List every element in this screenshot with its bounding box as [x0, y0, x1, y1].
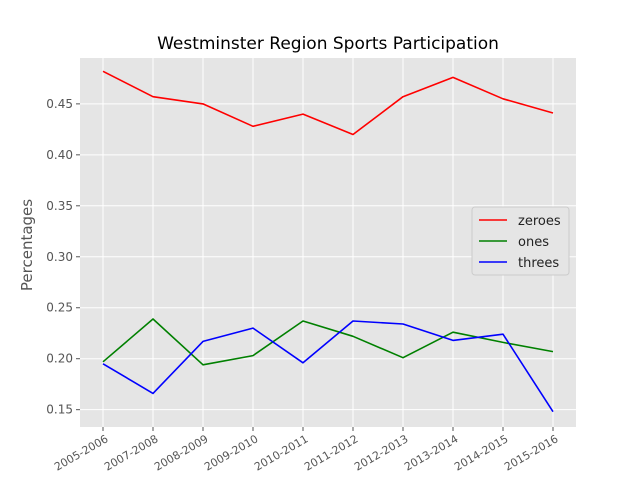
x-tick-label: 2009-2010	[202, 432, 260, 473]
legend: zeroes ones threes	[471, 206, 570, 276]
legend-label-threes: threes	[518, 256, 559, 271]
y-tick-label: 0.45	[46, 97, 73, 111]
series-line-zeroes	[102, 70, 554, 136]
x-tick-label: 2015-2016	[502, 432, 560, 473]
x-tick-label: 2005-2006	[52, 432, 110, 473]
x-tick-label: 2010-2011	[252, 432, 310, 473]
y-axis-label: Percentages	[18, 199, 36, 291]
x-tick-label: 2013-2014	[402, 432, 460, 473]
legend-label-ones: ones	[518, 235, 549, 250]
series-lines	[102, 70, 554, 413]
x-tick-label: 2012-2013	[352, 432, 410, 473]
chart-title: Westminster Region Sports Participation	[157, 34, 499, 54]
y-tick-label: 0.25	[46, 301, 73, 315]
x-tick-label: 2007-2008	[102, 432, 160, 473]
y-tick-label: 0.30	[46, 250, 73, 264]
y-axis-ticks: 0.15 0.20 0.25 0.30 0.35 0.40 0.45	[46, 97, 80, 417]
y-tick-label: 0.35	[46, 199, 73, 213]
x-tick-label: 2008-2009	[152, 432, 210, 473]
x-tick-label: 2014-2015	[452, 432, 510, 473]
y-tick-label: 0.15	[46, 403, 73, 417]
x-tick-label: 2011-2012	[302, 432, 360, 473]
legend-label-zeroes: zeroes	[518, 214, 561, 229]
y-tick-label: 0.20	[46, 352, 73, 366]
x-axis-ticks: 2005-20062007-20082008-20092009-20102010…	[52, 427, 561, 474]
series-line-threes	[102, 320, 554, 413]
legend-box	[471, 206, 570, 276]
y-tick-label: 0.40	[46, 148, 73, 162]
